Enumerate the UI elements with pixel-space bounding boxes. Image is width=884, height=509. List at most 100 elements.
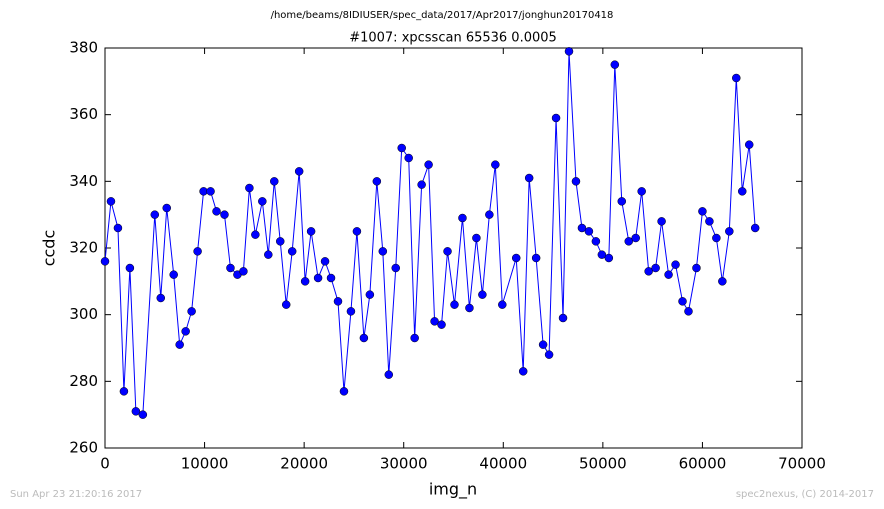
y-axis-label: ccdc <box>40 230 59 267</box>
data-point <box>424 160 433 169</box>
x-tick-label: 60000 <box>679 455 727 473</box>
y-tick-label: 300 <box>69 305 98 323</box>
chart-title: /home/beams/8IDIUSER/spec_data/2017/Apr2… <box>271 10 614 21</box>
data-point <box>651 263 660 273</box>
x-tick-label: 70000 <box>778 455 826 473</box>
data-point <box>245 183 254 193</box>
data-point <box>169 270 178 279</box>
y-tick-label: 280 <box>69 372 98 390</box>
data-point <box>359 333 369 343</box>
data-point <box>264 250 273 259</box>
data-point <box>705 217 714 226</box>
data-point <box>718 277 727 286</box>
data-point <box>591 237 601 246</box>
data-point <box>162 203 171 213</box>
data-point <box>239 267 248 276</box>
x-tick-label: 0 <box>100 455 110 473</box>
data-point <box>430 317 439 326</box>
data-point <box>472 233 481 243</box>
x-tick-label: 10000 <box>181 455 229 473</box>
data-point <box>150 210 160 219</box>
data-point <box>725 227 734 236</box>
data-point <box>538 340 548 349</box>
data-point <box>372 177 382 186</box>
data-point <box>610 60 620 69</box>
credit: spec2nexus, (C) 2014-2017 <box>736 489 874 500</box>
data-point <box>187 307 196 316</box>
data-point <box>175 340 184 349</box>
y-tick-label: 260 <box>69 439 98 457</box>
data-point <box>212 207 221 216</box>
data-point <box>524 173 534 183</box>
data-point <box>498 300 507 309</box>
data-point <box>491 160 500 169</box>
data-point <box>113 223 123 233</box>
x-tick-label: 50000 <box>579 455 627 473</box>
data-point <box>410 333 419 343</box>
data-point <box>732 73 741 83</box>
y-tick-label: 380 <box>69 39 98 57</box>
data-point <box>294 167 304 176</box>
data-point <box>698 207 707 216</box>
data-point <box>465 303 474 313</box>
data-point <box>750 223 760 233</box>
data-point <box>664 270 673 279</box>
data-point <box>270 177 279 186</box>
y-tick-label: 340 <box>69 172 98 190</box>
data-point <box>313 273 323 283</box>
data-point <box>339 387 349 396</box>
data-point <box>138 410 148 419</box>
data-point <box>384 370 394 379</box>
timestamp: Sun Apr 23 21:20:16 2017 <box>10 489 142 500</box>
data-point <box>511 253 521 263</box>
data-point <box>564 47 574 56</box>
data-point <box>181 327 190 336</box>
data-point <box>281 300 291 309</box>
data-point <box>417 180 426 189</box>
data-point <box>551 113 561 123</box>
data-point <box>637 187 646 196</box>
chart-subtitle: #1007: xpcsscan 65536 0.0005 <box>349 31 557 46</box>
data-point <box>597 250 607 259</box>
data-point <box>458 213 467 223</box>
data-point <box>657 217 666 226</box>
data-point <box>604 253 614 263</box>
x-axis-label: img_n <box>429 480 477 500</box>
x-tick-label: 20000 <box>280 455 328 473</box>
data-point <box>287 247 297 256</box>
data-point <box>485 210 494 219</box>
data-point <box>352 227 362 236</box>
data-point <box>300 277 310 286</box>
data-point <box>226 263 235 273</box>
data-point <box>577 223 587 233</box>
data-point <box>119 387 129 396</box>
x-tick-label: 30000 <box>380 455 428 473</box>
data-point <box>156 293 166 303</box>
data-point <box>131 407 141 416</box>
y-tick-label: 360 <box>69 105 98 123</box>
data-point <box>391 263 400 273</box>
data-point <box>684 307 693 316</box>
data-point <box>106 197 116 206</box>
data-point <box>671 260 680 269</box>
data-point <box>571 177 581 186</box>
data-point <box>220 210 229 219</box>
data-point <box>365 290 375 299</box>
x-tick-label: 40000 <box>479 455 527 473</box>
data-point <box>450 300 459 309</box>
data-point <box>346 307 356 316</box>
data-point <box>397 143 406 153</box>
data-point <box>712 233 721 243</box>
data-point <box>378 247 388 256</box>
data-point <box>624 237 633 246</box>
data-point <box>644 267 653 276</box>
data-point <box>306 227 316 236</box>
data-point <box>744 140 754 149</box>
data-point <box>518 367 528 376</box>
data-point <box>100 257 110 266</box>
data-point <box>320 257 330 266</box>
data-point <box>193 247 202 256</box>
data-point <box>206 187 215 196</box>
